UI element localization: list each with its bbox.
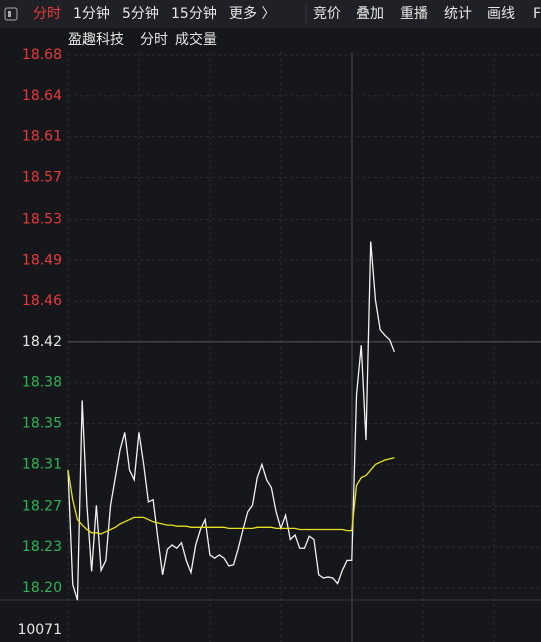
- y-tick-label: 18.38: [22, 375, 62, 391]
- tool[interactable]: 重播: [400, 6, 428, 22]
- tool[interactable]: 叠加: [356, 6, 384, 22]
- menu-icon[interactable]: [4, 7, 18, 21]
- stock-name: 盈趣科技: [68, 32, 124, 48]
- volume-tick-label: 10071: [17, 622, 62, 638]
- y-tick-label: 18.23: [22, 539, 62, 555]
- tab[interactable]: 15分钟: [171, 5, 217, 22]
- tab[interactable]: 分时: [33, 6, 61, 22]
- y-tick-label: 18.42: [22, 334, 62, 350]
- indicator-label: 成交量: [175, 31, 217, 48]
- tool[interactable]: F: [533, 6, 541, 22]
- series-line: [67, 457, 395, 535]
- y-tick-label: 18.68: [22, 47, 62, 63]
- y-tick-label: 18.53: [22, 211, 62, 227]
- y-tick-label: 18.57: [22, 169, 62, 185]
- series-line: [67, 241, 395, 601]
- tool[interactable]: 统计: [444, 6, 472, 22]
- y-tick-label: 18.20: [22, 580, 62, 596]
- y-tick-label: 18.49: [22, 252, 62, 268]
- tab[interactable]: 更多 〉: [229, 5, 275, 22]
- menu-icon-bar: [8, 11, 11, 17]
- tab[interactable]: 5分钟: [122, 5, 159, 22]
- toolbar: [0, 0, 541, 28]
- y-tick-label: 18.27: [22, 498, 62, 514]
- y-tick-label: 18.64: [22, 88, 62, 104]
- y-tick-label: 18.61: [22, 129, 62, 145]
- y-tick-label: 18.46: [22, 293, 62, 309]
- v-grid: [67, 52, 495, 642]
- tool[interactable]: 竞价: [313, 5, 341, 22]
- y-tick-label: 18.31: [22, 456, 62, 472]
- tool[interactable]: 画线: [487, 6, 515, 22]
- view-label: 分时: [140, 32, 168, 48]
- tab[interactable]: 1分钟: [73, 5, 110, 22]
- y-tick-label: 18.35: [22, 416, 62, 432]
